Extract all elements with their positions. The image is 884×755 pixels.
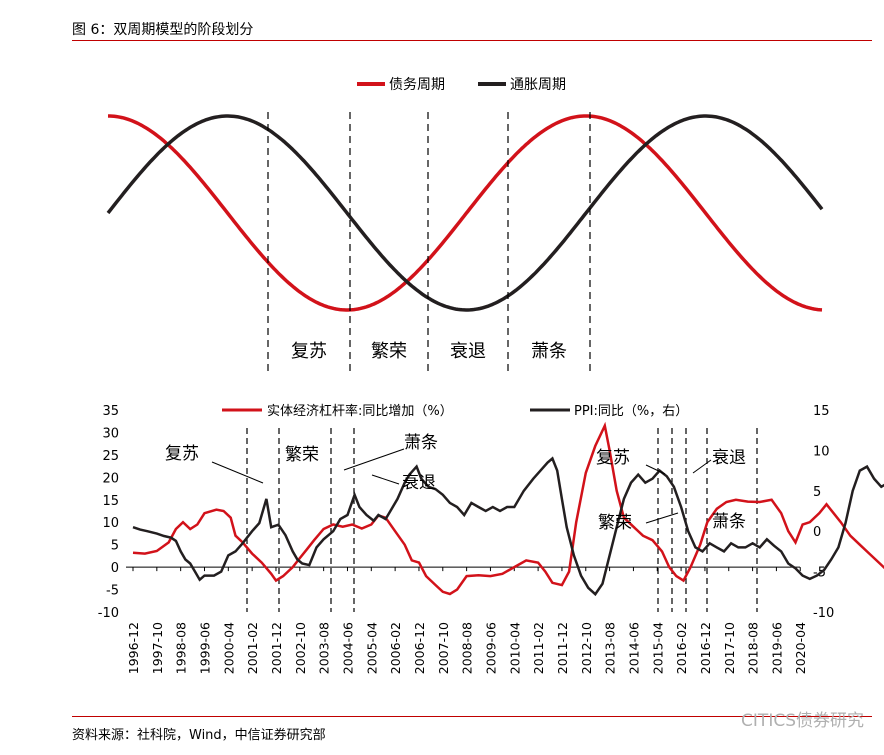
legend-ppi-label: PPI:同比（%，右） <box>574 404 688 419</box>
x-tick-label: 1999-06 <box>197 622 212 674</box>
x-tick-label: 2000-04 <box>221 622 236 674</box>
phase-recovery-label: 复苏 <box>291 341 327 362</box>
annotation-depression-2: 萧条 <box>712 512 746 532</box>
x-tick-label: 2011-12 <box>555 622 570 674</box>
y-left-tick-label: 25 <box>102 449 119 464</box>
annotation-depression-1: 萧条 <box>404 433 438 453</box>
x-tick-label: 2009-06 <box>483 622 498 674</box>
y-right-tick-label: 0 <box>813 525 821 540</box>
period-dividers <box>246 428 758 612</box>
annotation-pointer <box>211 461 264 484</box>
y-left-tick-label: -5 <box>106 584 119 599</box>
bottom-chart: 实体经济杠杆率:同比增加（%） PPI:同比（%，右） 35 30 25 20 15 10… <box>98 403 884 674</box>
legend-leverage-label: 实体经济杠杆率:同比增加（%） <box>267 403 453 419</box>
x-tick-label: 2011-02 <box>531 622 546 674</box>
source-note: 资料来源：社科院，Wind，中信证券研究部 <box>72 728 326 743</box>
bottom-rule <box>72 716 872 717</box>
y-left-tick-label: 20 <box>102 471 119 486</box>
x-tick-label: 2012-10 <box>579 622 594 674</box>
annotation-pointer <box>645 464 666 475</box>
top-chart: 债务周期 通胀周期 复苏 繁荣 衰退 萧条 <box>106 77 824 372</box>
y-left-tick-label: 0 <box>111 561 119 576</box>
annotation-pointer <box>692 459 712 474</box>
y-right-tick-label: 15 <box>813 404 830 419</box>
y-right-tick-label: 5 <box>813 485 821 500</box>
annotation-recovery-2: 复苏 <box>596 448 630 468</box>
phase-dividers <box>267 112 591 372</box>
top-legend: 债务周期 通胀周期 <box>357 77 566 93</box>
top-rule <box>72 40 872 41</box>
x-tick-label: 2001-02 <box>245 622 260 674</box>
x-tick-label: 2004-06 <box>340 622 355 674</box>
x-tick-label: 2007-10 <box>436 622 451 674</box>
annotation-boom-2: 繁荣 <box>598 513 632 533</box>
x-tick-label: 2006-02 <box>388 622 403 674</box>
watermark: CITICS债券研究 <box>741 711 864 731</box>
y-left-tick-label: 30 <box>102 426 119 441</box>
y-left-tick-label: 5 <box>111 539 119 554</box>
x-tick-label: 2010-04 <box>507 622 522 674</box>
annotation-pointer <box>343 448 405 471</box>
x-tick-label: 2018-08 <box>746 622 761 674</box>
annotation-pointer <box>371 474 400 485</box>
y-left-tick-label: 15 <box>102 494 119 509</box>
phase-recession-label: 衰退 <box>450 341 486 362</box>
annotation-recession-1: 衰退 <box>402 473 436 493</box>
figure-title: 图 6：双周期模型的阶段划分 <box>72 22 254 38</box>
inflation-cycle-line <box>106 114 824 312</box>
x-tick-label: 2017-10 <box>722 622 737 674</box>
x-tick-label: 2014-06 <box>626 622 641 674</box>
x-tick-label: 2006-12 <box>412 622 427 674</box>
y-left-tick-label: 10 <box>102 516 119 531</box>
y-left-tick-label: 35 <box>102 404 119 419</box>
y-axis-left-ticks: 35 30 25 20 15 10 5 0 -5 -10 <box>98 404 119 621</box>
debt-cycle-line <box>108 114 823 312</box>
phase-boom-label: 繁荣 <box>371 341 407 362</box>
x-tick-label: 2005-04 <box>364 622 379 674</box>
x-axis-ticks: 1996-12 1997-10 1998-08 1999-06 2000-04 2001-… <box>126 567 808 674</box>
x-tick-label: 2008-08 <box>460 622 475 674</box>
annotation-boom-1: 繁荣 <box>285 445 319 465</box>
y-right-tick-label: -10 <box>813 606 834 621</box>
x-tick-label: 2016-02 <box>674 622 689 674</box>
annotation-recession-2: 衰退 <box>712 448 746 468</box>
x-tick-label: 2013-08 <box>603 622 618 674</box>
x-tick-label: 1996-12 <box>126 622 141 674</box>
x-tick-label: 2002-10 <box>293 622 308 674</box>
x-tick-label: 1997-10 <box>150 622 165 674</box>
bottom-legend: 实体经济杠杆率:同比增加（%） PPI:同比（%，右） <box>222 403 688 419</box>
annotation-pointer <box>645 512 679 524</box>
annotations: 复苏 繁荣 萧条 衰退 复苏 繁荣 衰退 萧条 <box>165 433 746 533</box>
x-tick-label: 1998-08 <box>174 622 189 674</box>
y-left-tick-label: -10 <box>98 606 119 621</box>
x-tick-label: 2003-08 <box>317 622 332 674</box>
x-tick-label: 2001-12 <box>269 622 284 674</box>
y-right-tick-label: 10 <box>813 444 830 459</box>
leverage-series-line <box>132 421 884 596</box>
annotation-recovery-1: 复苏 <box>165 444 199 464</box>
phase-depression-label: 萧条 <box>531 341 567 362</box>
ppi-series-line <box>132 456 884 597</box>
legend-debt-label: 债务周期 <box>389 77 445 93</box>
legend-inflation-label: 通胀周期 <box>510 77 566 93</box>
x-tick-label: 2019-06 <box>769 622 784 674</box>
x-tick-label: 2020-04 <box>793 622 808 674</box>
x-tick-label: 2016-12 <box>698 622 713 674</box>
x-tick-label: 2015-04 <box>650 622 665 674</box>
